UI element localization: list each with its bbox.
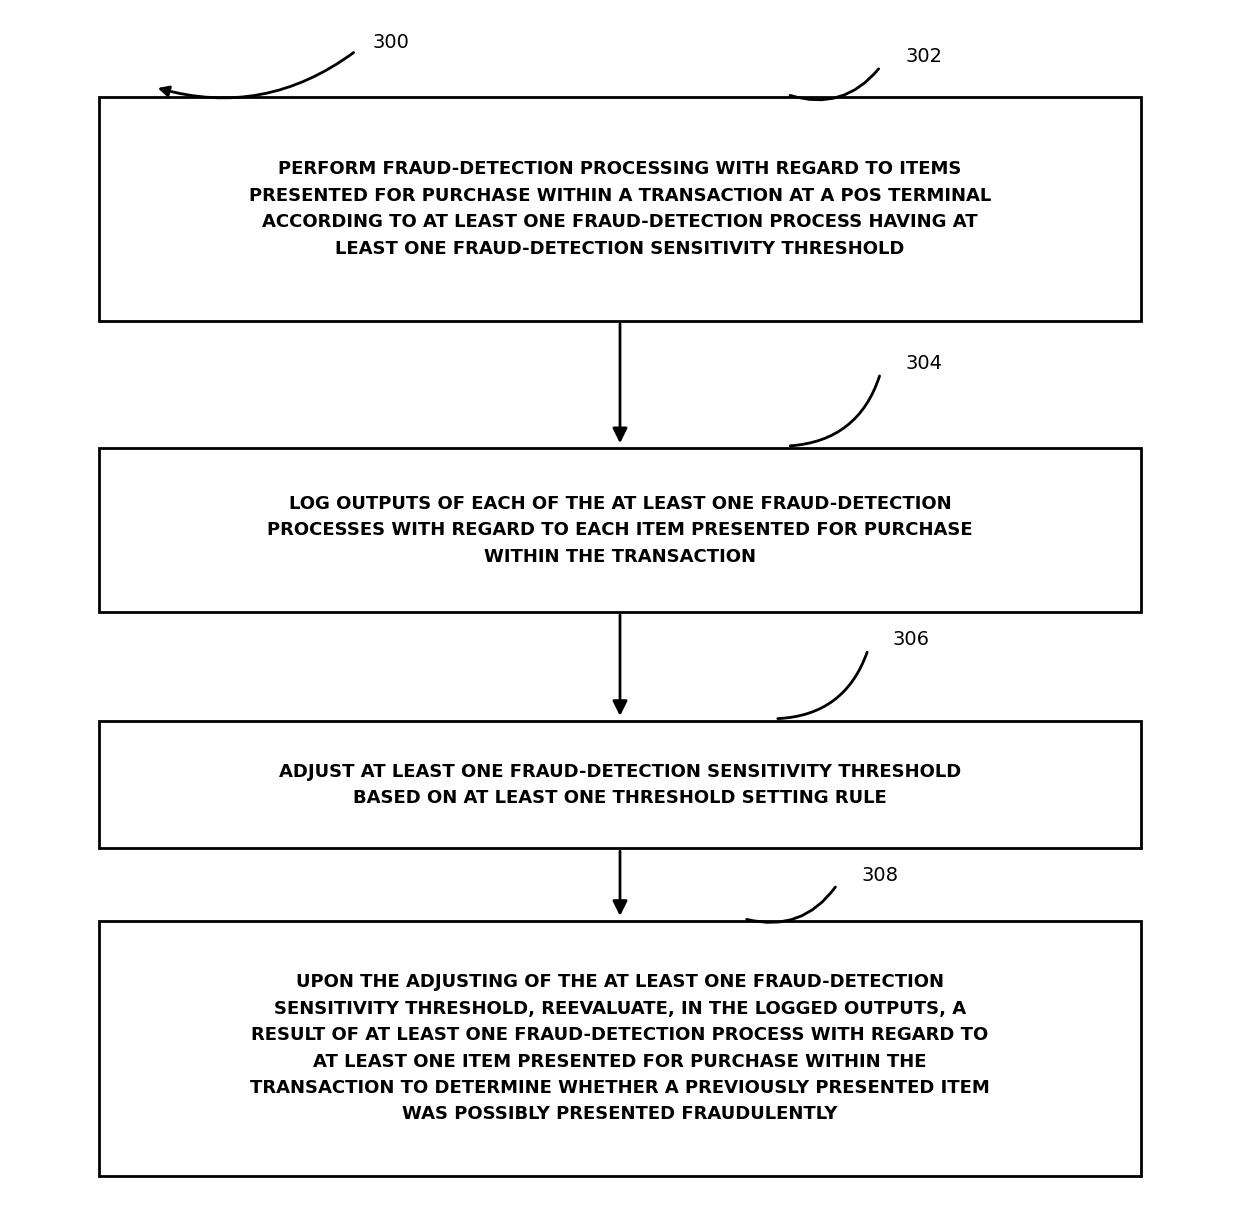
Bar [99,921,1141,1176]
Bar [99,97,1141,321]
Text: 304: 304 [905,354,942,373]
Text: LOG OUTPUTS OF EACH OF THE AT LEAST ONE FRAUD-DETECTION
PROCESSES WITH REGARD TO: LOG OUTPUTS OF EACH OF THE AT LEAST ONE … [267,494,973,566]
Text: 306: 306 [893,630,930,650]
Text: 300: 300 [372,33,409,52]
Bar [99,448,1141,612]
Text: ADJUST AT LEAST ONE FRAUD-DETECTION SENSITIVITY THRESHOLD
BASED ON AT LEAST ONE : ADJUST AT LEAST ONE FRAUD-DETECTION SENS… [279,762,961,807]
Bar [99,721,1141,848]
Text: UPON THE ADJUSTING OF THE AT LEAST ONE FRAUD-DETECTION
SENSITIVITY THRESHOLD, RE: UPON THE ADJUSTING OF THE AT LEAST ONE F… [250,973,990,1124]
Text: 308: 308 [862,865,899,885]
Text: 302: 302 [905,47,942,67]
Text: PERFORM FRAUD-DETECTION PROCESSING WITH REGARD TO ITEMS
PRESENTED FOR PURCHASE W: PERFORM FRAUD-DETECTION PROCESSING WITH … [249,160,991,258]
